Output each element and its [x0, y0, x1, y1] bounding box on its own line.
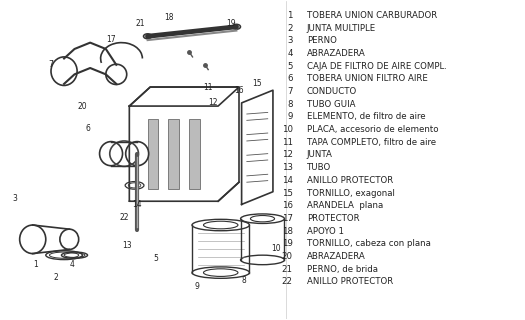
- Text: 21: 21: [135, 19, 144, 28]
- Text: 20: 20: [282, 252, 293, 261]
- Text: TUBO GUIA: TUBO GUIA: [307, 100, 355, 109]
- Text: 1: 1: [287, 11, 293, 20]
- Text: 15: 15: [282, 188, 293, 197]
- Text: 14: 14: [132, 200, 142, 209]
- Text: TOBERA UNION FILTRO AIRE: TOBERA UNION FILTRO AIRE: [307, 74, 428, 83]
- Text: 4: 4: [69, 260, 75, 269]
- Text: 5: 5: [153, 254, 158, 263]
- Text: PERNO, de brida: PERNO, de brida: [307, 265, 378, 274]
- Text: 19: 19: [282, 239, 293, 248]
- Text: 2: 2: [287, 24, 293, 33]
- Text: 15: 15: [253, 79, 262, 88]
- Text: ELEMENTO, de filtro de aire: ELEMENTO, de filtro de aire: [307, 112, 426, 121]
- Text: 7: 7: [48, 60, 54, 69]
- Text: 5: 5: [287, 62, 293, 71]
- Text: 6: 6: [287, 74, 293, 83]
- Text: 14: 14: [282, 176, 293, 185]
- Text: 1: 1: [33, 260, 38, 269]
- Text: 4: 4: [287, 49, 293, 58]
- Text: CAJA DE FILTRO DE AIRE COMPL.: CAJA DE FILTRO DE AIRE COMPL.: [307, 62, 447, 71]
- Text: 16: 16: [282, 201, 293, 210]
- Polygon shape: [190, 119, 200, 188]
- Text: PROTECTOR: PROTECTOR: [307, 214, 360, 223]
- Text: 6: 6: [85, 124, 90, 133]
- Text: JUNTA MULTIPLE: JUNTA MULTIPLE: [307, 24, 376, 33]
- Text: 10: 10: [282, 125, 293, 134]
- Text: TORNILLO, exagonal: TORNILLO, exagonal: [307, 188, 395, 197]
- Text: 22: 22: [282, 277, 293, 286]
- Text: 16: 16: [234, 86, 244, 95]
- Text: 7: 7: [287, 87, 293, 96]
- Text: 18: 18: [164, 13, 173, 22]
- Text: 9: 9: [287, 112, 293, 121]
- Text: PERNO: PERNO: [307, 36, 337, 45]
- Text: CONDUCTO: CONDUCTO: [307, 87, 357, 96]
- Ellipse shape: [232, 24, 240, 29]
- Text: 18: 18: [282, 227, 293, 236]
- Text: 20: 20: [78, 101, 87, 111]
- Text: 3: 3: [287, 36, 293, 45]
- Polygon shape: [148, 119, 158, 188]
- Text: 11: 11: [282, 138, 293, 147]
- Text: TUBO: TUBO: [307, 163, 331, 172]
- Text: JUNTA: JUNTA: [307, 150, 333, 159]
- Text: PLACA, accesorio de elemento: PLACA, accesorio de elemento: [307, 125, 438, 134]
- Text: ANILLO PROTECTOR: ANILLO PROTECTOR: [307, 176, 393, 185]
- Text: 12: 12: [208, 99, 218, 108]
- Text: 9: 9: [195, 282, 200, 292]
- Text: TORNILLO, cabeza con plana: TORNILLO, cabeza con plana: [307, 239, 431, 248]
- Text: 11: 11: [203, 83, 213, 92]
- Text: 17: 17: [282, 214, 293, 223]
- Text: ARANDELA  plana: ARANDELA plana: [307, 201, 383, 210]
- Text: 3: 3: [12, 194, 17, 203]
- Text: APOYO 1: APOYO 1: [307, 227, 344, 236]
- Text: 19: 19: [226, 19, 236, 28]
- Text: ABRAZADERA: ABRAZADERA: [307, 49, 365, 58]
- Text: 17: 17: [106, 35, 116, 44]
- Polygon shape: [169, 119, 179, 188]
- Text: 2: 2: [54, 273, 59, 282]
- Text: 13: 13: [122, 241, 132, 250]
- Text: ABRAZADERA: ABRAZADERA: [307, 252, 365, 261]
- Ellipse shape: [143, 34, 152, 39]
- Text: 21: 21: [282, 265, 293, 274]
- Text: 22: 22: [119, 212, 129, 222]
- Text: TAPA COMPLETO, filtro de aire: TAPA COMPLETO, filtro de aire: [307, 138, 436, 147]
- Text: 8: 8: [242, 276, 247, 285]
- Text: 8: 8: [287, 100, 293, 109]
- Text: TOBERA UNION CARBURADOR: TOBERA UNION CARBURADOR: [307, 11, 437, 20]
- Text: 12: 12: [282, 150, 293, 159]
- Text: 10: 10: [271, 244, 280, 253]
- Text: 13: 13: [282, 163, 293, 172]
- Text: ANILLO PROTECTOR: ANILLO PROTECTOR: [307, 277, 393, 286]
